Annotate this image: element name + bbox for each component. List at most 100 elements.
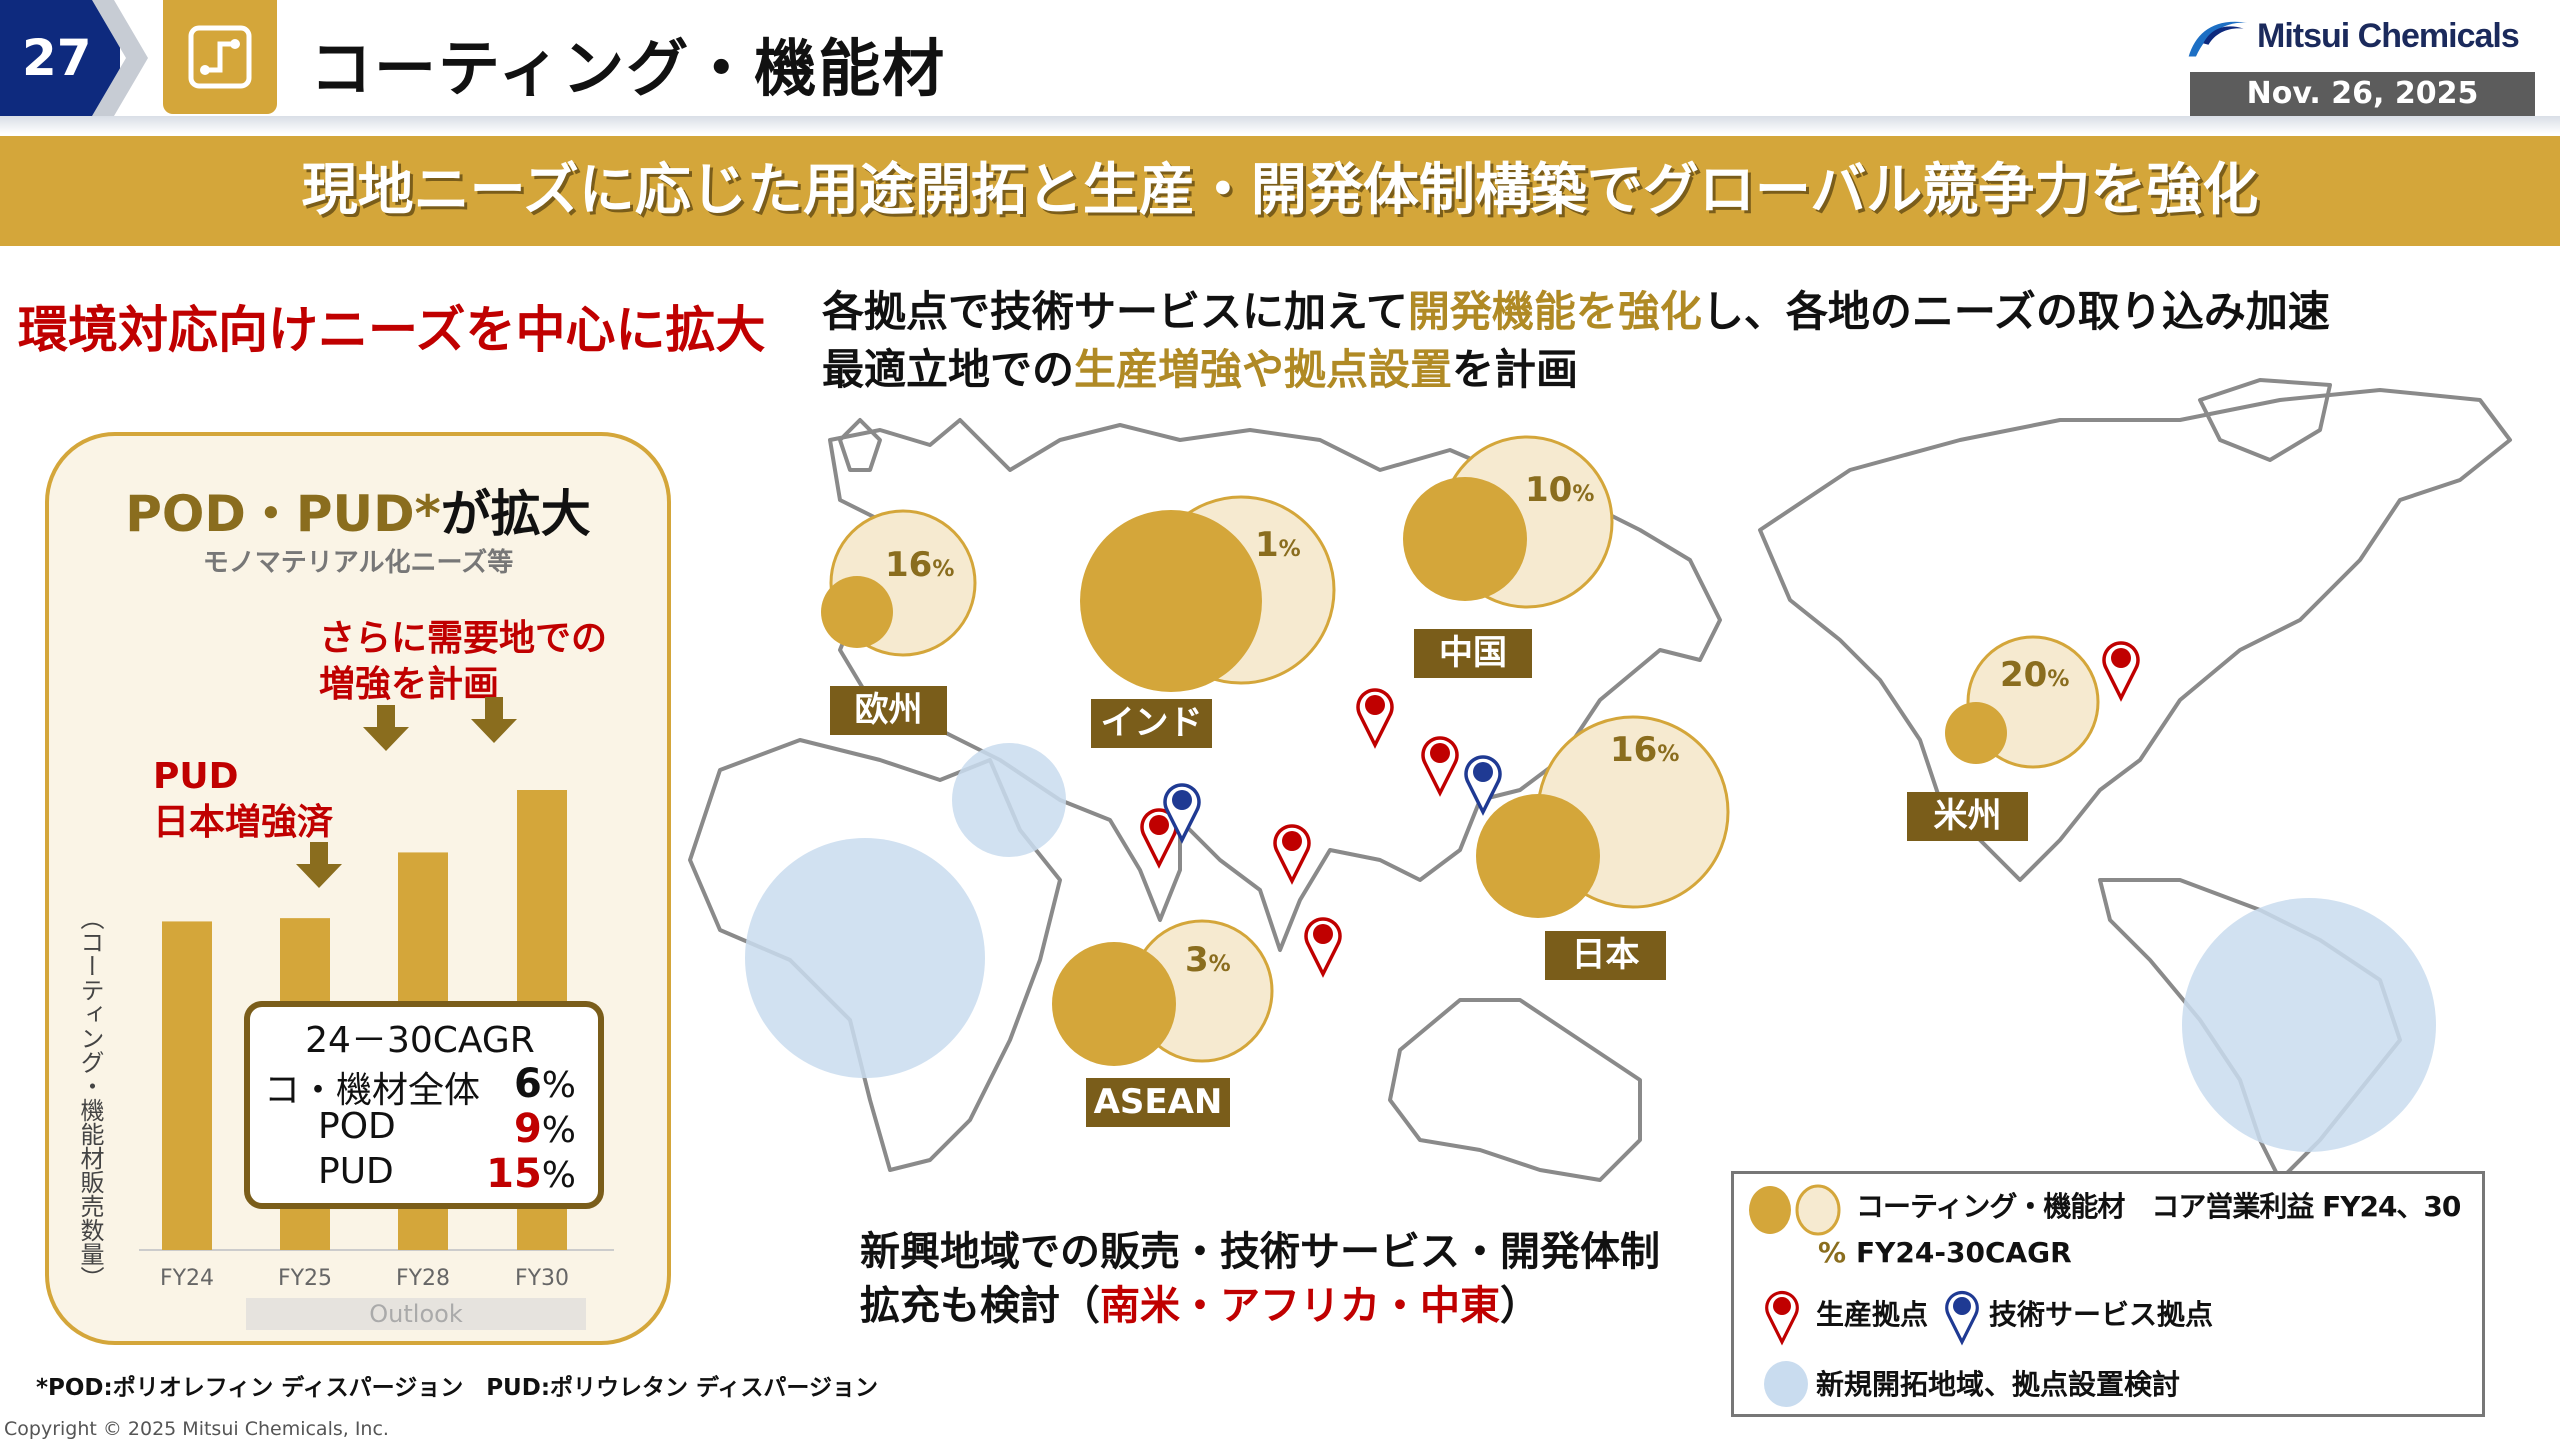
region-cagr: 20%: [2000, 655, 2069, 695]
region-cagr: 10%: [1525, 470, 1594, 510]
note-top: さらに需要地での 増強を計画: [319, 616, 607, 708]
outlook-label: Outlook: [246, 1298, 586, 1330]
production-site-pin-icon: [1304, 917, 1342, 978]
region-label: 中国: [1414, 629, 1532, 678]
copyright: Copyright © 2025 Mitsui Chemicals, Inc.: [4, 1418, 389, 1440]
cagr-value-unit: %: [541, 1110, 576, 1151]
down-arrow-icon: [296, 842, 342, 888]
cagr-title: 24－30CAGR: [305, 1020, 535, 1061]
legend-fy24-bubble: [1749, 1186, 1791, 1234]
cagr-number: 3: [1185, 940, 1209, 980]
page-number: 27: [0, 0, 120, 116]
logo-mark-icon: [2188, 21, 2248, 57]
production-site-pin-icon: [1765, 1290, 1799, 1346]
cagr-row-label: POD: [318, 1106, 396, 1147]
legend-pct-label: FY24-30CAGR: [1856, 1236, 2072, 1269]
north-america-outline: [1758, 388, 2512, 882]
uk-outline: [838, 418, 882, 472]
note-left-line: 日本増強済: [153, 802, 334, 843]
percent-sign: %: [1572, 482, 1595, 507]
header-divider: [0, 116, 2560, 134]
bubble-fy24-2: [1403, 477, 1527, 601]
cagr-row: PUD 15%: [318, 1151, 576, 1197]
left-heading: 環境対応向けニーズを中心に拡大: [18, 301, 766, 359]
bar-FY24: [162, 921, 212, 1250]
percent-sign: %: [932, 557, 955, 582]
right-heading-line1: 各拠点で技術サービスに加えて開発機能を強化し、各地のニーズの取り込み加速: [822, 278, 2330, 339]
panel-title-black: が拡大: [440, 485, 591, 543]
new-region-南米: [2182, 898, 2436, 1152]
cagr-number: 10: [1525, 470, 1573, 510]
tech-service-pin-icon: [1464, 755, 1502, 816]
production-site-pin-icon: [1356, 688, 1394, 749]
emerging-text-line1: 新興地域での販売・技術サービス・開発体制: [860, 1229, 1660, 1275]
emerging-text-line2: 拡充も検討（南米・アフリカ・中東）: [860, 1279, 1660, 1333]
x-tick-label: FY25: [277, 1266, 333, 1291]
cagr-number: 20: [2000, 655, 2048, 695]
production-site-pin-icon: [1421, 736, 1459, 797]
company-logo: Mitsui Chemicals: [2185, 6, 2545, 66]
x-tick-label: FY28: [395, 1266, 451, 1291]
note-left: PUD 日本増強済: [153, 754, 333, 846]
region-cagr: 16%: [1610, 730, 1679, 770]
legend-new-region-label: 新規開拓地域、拠点設置検討: [1816, 1368, 2181, 1401]
cagr-row-label: PUD: [318, 1151, 394, 1192]
percent-sign: %: [1208, 952, 1231, 977]
logo-text: Mitsui Chemicals: [2257, 16, 2520, 55]
bubble-fy24-5: [1945, 702, 2007, 764]
cagr-row-value: 6%: [514, 1061, 576, 1113]
down-arrow-icon: [471, 697, 517, 743]
legend-bubble-label: コーティング・機能材 コア営業利益 FY24、30: [1856, 1190, 2461, 1223]
note-top-line: さらに需要地での: [319, 618, 608, 659]
production-site-pin-icon: [1273, 824, 1311, 885]
cagr-value-unit: %: [541, 1155, 576, 1196]
cagr-value-unit: %: [541, 1065, 576, 1106]
emerging-regions-text: 新興地域での販売・技術サービス・開発体制 拡充も検討（南米・アフリカ・中東）: [860, 1225, 1660, 1333]
region-cagr: 16%: [885, 545, 954, 585]
region-label: 米州: [1907, 792, 2028, 841]
panel-title-gold: POD・PUD*: [125, 485, 441, 543]
heading-segment: し、各地のニーズの取り込み加速: [1701, 287, 2330, 336]
headline-banner: 現地ニーズに応じた用途開拓と生産・開発体制構築でグローバル競争力を強化: [0, 136, 2560, 246]
legend-symbols: [1749, 1184, 1979, 1407]
percent-sign: %: [2047, 667, 2070, 692]
region-label: 欧州: [830, 686, 947, 735]
heading-segment: 開発機能を強化: [1407, 287, 1702, 336]
region-cagr: 3%: [1185, 940, 1231, 980]
heading-segment: 各拠点で技術サービスに加えて: [822, 287, 1408, 336]
production-site-pin-icon: [2102, 641, 2140, 702]
panel-subtitle: モノマテリアル化ニーズ等: [202, 548, 514, 578]
emerging-text-red: 南米・アフリカ・中東: [1100, 1283, 1500, 1329]
region-cagr: 1%: [1255, 525, 1301, 565]
legend-tech-label: 技術サービス拠点: [1989, 1298, 2214, 1331]
percent-sign: %: [1657, 742, 1680, 767]
x-tick-label: FY24: [159, 1266, 215, 1291]
legend-fy30-bubble: [1795, 1184, 1841, 1236]
page-title: コーティング・機能材: [310, 32, 947, 105]
bubble-fy24-1: [1080, 510, 1262, 692]
bubble-fy24-3: [1476, 794, 1600, 918]
tech-service-pin-icon: [1163, 783, 1201, 844]
pod-pud-panel: POD・PUD*が拡大 モノマテリアル化ニーズ等 さらに需要地での 増強を計画 P…: [45, 432, 671, 1345]
new-region-アフリカ: [745, 838, 985, 1078]
tech-service-pin-icon: [1945, 1290, 1979, 1346]
legend-pct-symbol: %: [1818, 1236, 1847, 1269]
circuit-icon: [163, 0, 277, 114]
region-label: 日本: [1545, 931, 1666, 980]
new-region-中東: [952, 743, 1066, 857]
cagr-value-number: 6: [513, 1061, 542, 1107]
down-arrow-icon: [363, 705, 409, 751]
x-tick-label: FY30: [514, 1266, 570, 1291]
cagr-row-value: 15%: [486, 1151, 576, 1197]
cagr-number: 16: [1610, 730, 1658, 770]
date-badge: Nov. 26, 2025: [2190, 72, 2535, 116]
note-left-line: PUD: [153, 756, 239, 797]
region-label: インド: [1091, 699, 1212, 748]
cagr-number: 16: [885, 545, 933, 585]
cagr-value-number: 9: [513, 1106, 542, 1152]
bubble-fy24-4: [1052, 942, 1176, 1066]
cagr-value-number: 15: [486, 1151, 542, 1197]
footnote: *POD:ポリオレフィン ディスパージョン PUD:ポリウレタン ディスパージョ…: [36, 1375, 878, 1401]
panel-title: POD・PUD*が拡大: [49, 474, 667, 546]
